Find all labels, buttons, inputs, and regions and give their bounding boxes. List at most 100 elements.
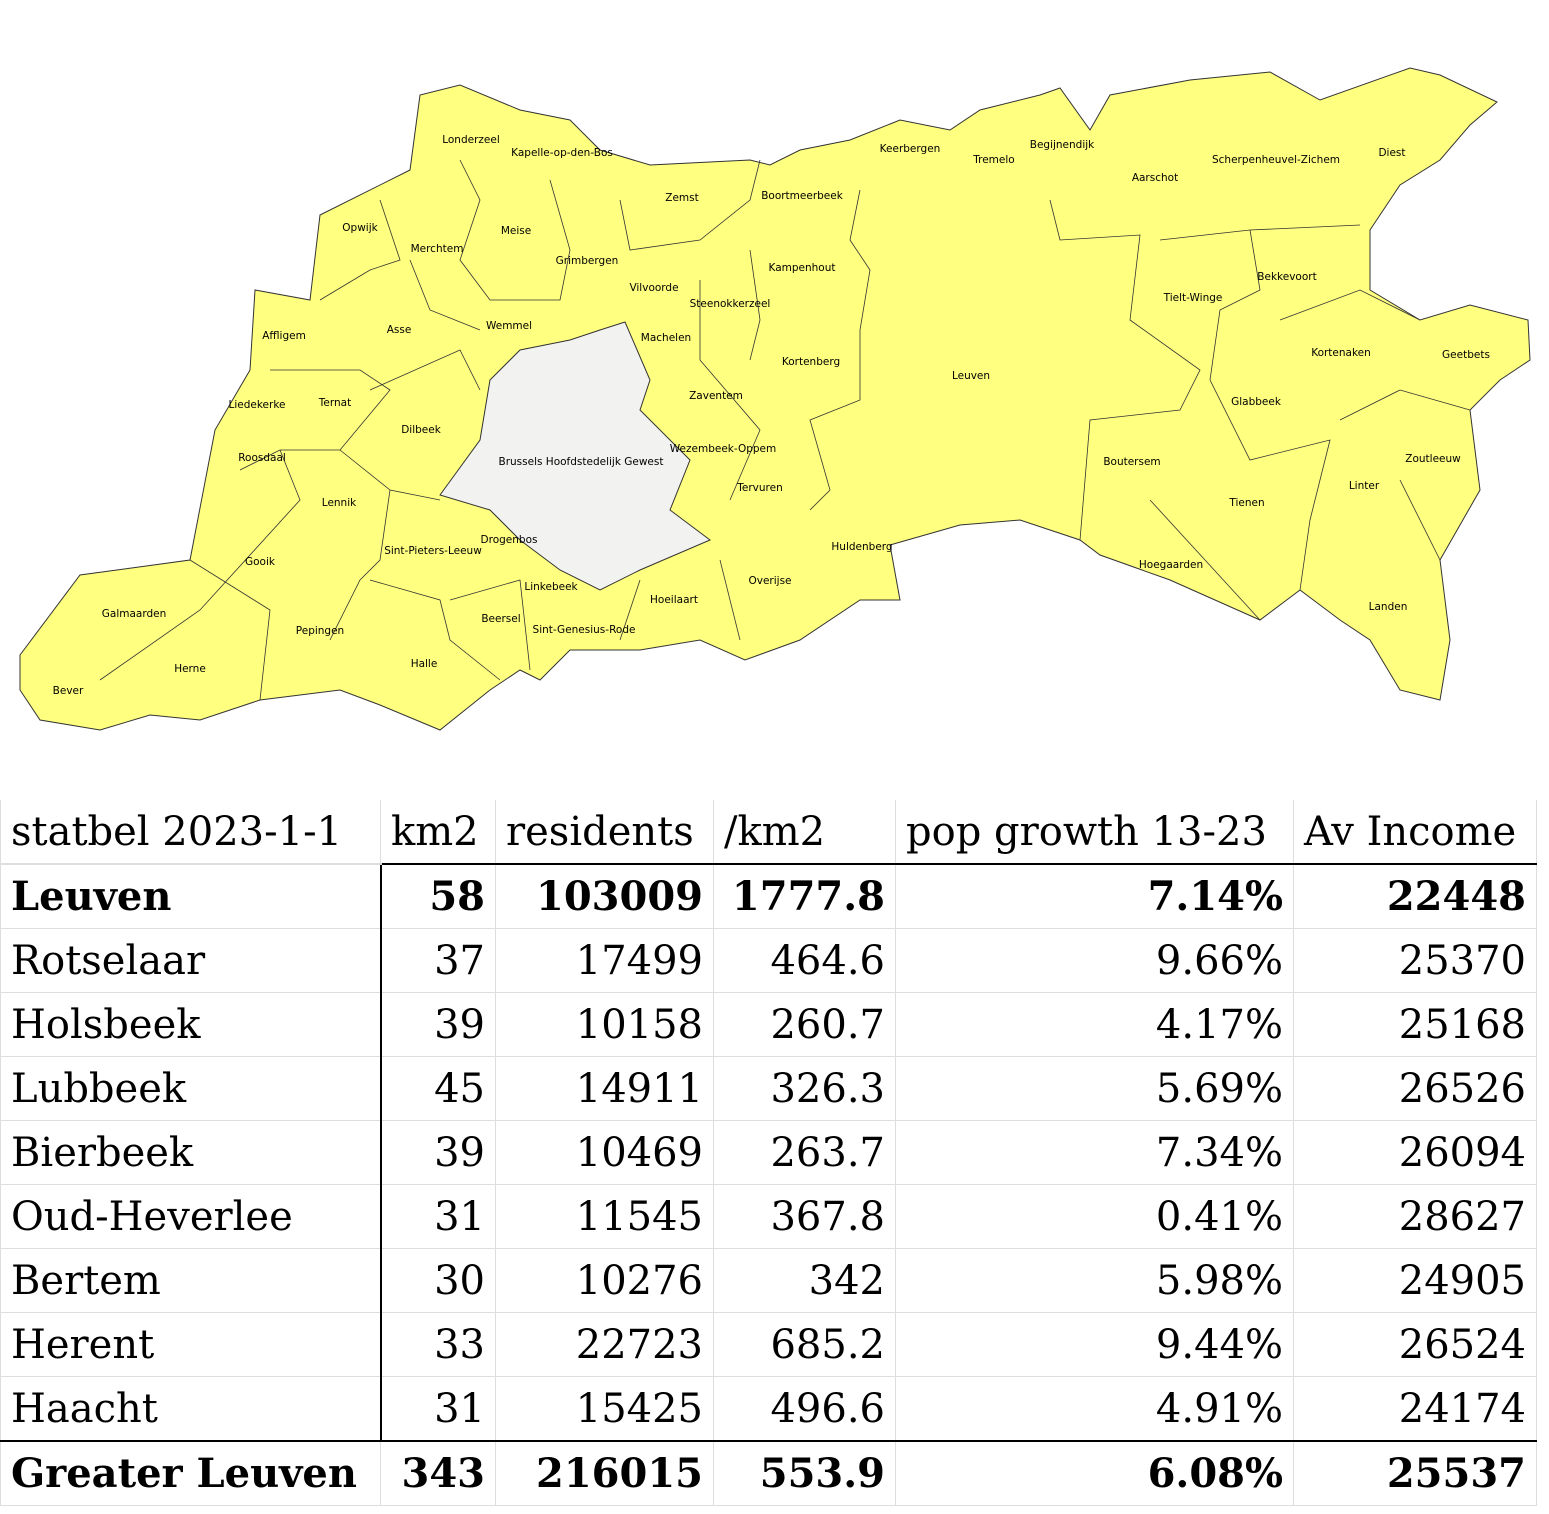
table-cell: 25168 [1293,992,1537,1057]
table-cell: 26526 [1293,1056,1537,1121]
table-cell: 22448 [1293,863,1537,929]
table-cell: 24905 [1293,1248,1537,1313]
table-cell: 22723 [495,1312,714,1377]
municipality-label: Brussels Hoofdstedelijk Gewest [499,456,664,468]
table-cell: 10276 [495,1248,714,1313]
municipality-label: Liedekerke [228,399,285,411]
municipality-label: Merchtem [411,243,464,255]
municipality-label: Geetbets [1442,349,1490,361]
municipality-label: Gooik [245,556,276,568]
municipality-label: Sint-Genesius-Rode [533,624,636,636]
table-cell: 25370 [1293,928,1537,993]
table-cell: 10469 [495,1120,714,1185]
table-row: Holsbeek 39 10158 260.7 4.17% 25168 [0,992,1537,1057]
table-body: statbel 2023-1-1 km2 residents/km2 pop grow… [0,800,1537,1506]
table-cell: 10158 [495,992,714,1057]
row-label: Leuven [0,863,381,929]
row-label: Bierbeek [0,1120,381,1185]
municipality-label: Drogenbos [481,534,538,546]
header-cell: /km2 [713,800,896,865]
table-cell: 553.9 [713,1440,896,1506]
table-cell: 31 [379,1184,496,1249]
table-cell: 6.08% [895,1440,1294,1506]
municipality-label: Hoeilaart [650,594,698,606]
table-cell: 103009 [495,863,714,929]
table-cell: 45 [379,1056,496,1121]
municipality-label: Lennik [322,497,357,509]
municipality-label: Landen [1369,601,1408,613]
municipality-label: Kampenhout [769,262,836,274]
municipality-label: Pepingen [296,625,344,637]
table-cell: 24174 [1293,1376,1537,1442]
municipality-label: Halle [411,658,438,670]
map: Londerzeel Kapelle-op-den-Bos Keerbergen Tr… [19,67,1531,731]
table-cell: 7.14% [895,863,1294,929]
table-cell: 39 [379,992,496,1057]
table-row: Herent 33 22723 685.2 9.44% 26524 [0,1312,1537,1377]
municipality-label: Keerbergen [880,143,941,155]
table-cell: 15425 [495,1376,714,1442]
table-row: Bertem 30 10276 342 5.98% 24905 [0,1248,1537,1313]
municipality-label: Zemst [665,192,698,204]
row-label: Holsbeek [0,992,381,1057]
header-cell: residents [495,800,714,865]
table-row: Haacht 31 15425 496.6 4.91% 24174 [0,1376,1537,1442]
municipality-label: Leuven [952,370,990,382]
table-cell: 58 [379,863,496,929]
municipality-label: Diest [1378,147,1405,159]
municipality-label: Boutersem [1103,456,1160,468]
header-cell: pop growth 13-23 [895,800,1294,865]
table-cell: 464.6 [713,928,896,993]
table-row: Rotselaar 37 17499 464.6 9.66% 25370 [0,928,1537,993]
statistics-table: statbel 2023-1-1 km2 residents/km2 pop grow… [0,800,1537,1506]
municipal-borders [99,159,1471,701]
table-row: Lubbeek 45 14911 326.3 5.69% 26526 [0,1056,1537,1121]
table-cell: 14911 [495,1056,714,1121]
table-cell: 30 [379,1248,496,1313]
row-label: Rotselaar [0,928,381,993]
municipality-label: Vilvoorde [629,282,678,294]
table-cell: 9.44% [895,1312,1294,1377]
table-cell: 5.69% [895,1056,1294,1121]
municipality-label: Tremelo [972,154,1014,166]
municipality-label: Linter [1349,480,1380,492]
municipality-label: Bekkevoort [1257,271,1316,283]
table-cell: 25537 [1293,1440,1537,1506]
municipality-label: Wezembeek-Oppem [670,443,776,455]
table-cell: 216015 [495,1440,714,1506]
municipality-label: Bever [53,685,84,697]
table-cell: 11545 [495,1184,714,1249]
brussels-region [439,321,711,591]
municipality-label: Hoegaarden [1139,559,1203,571]
municipality-label: Meise [501,225,531,237]
table-cell: 0.41% [895,1184,1294,1249]
municipality-label: Tervuren [736,482,782,494]
municipality-label: Opwijk [342,222,378,234]
municipality-label: Herne [174,663,206,675]
header-cell: Av Income [1293,800,1537,865]
municipality-label: Tielt-Winge [1163,292,1223,304]
province-outline [19,67,1531,731]
municipality-label: Glabbeek [1231,396,1282,408]
table-row: Bierbeek 39 10469 263.7 7.34% 26094 [0,1120,1537,1185]
municipality-label: Overijse [748,575,791,587]
municipality-label: Boortmeerbeek [761,190,844,202]
municipality-label: Ternat [318,397,351,409]
header-row: statbel 2023-1-1 km2 residents/km2 pop grow… [0,800,1537,865]
table-cell: 7.34% [895,1120,1294,1185]
municipality-label: Affligem [262,330,306,342]
table-cell: 26094 [1293,1120,1537,1185]
row-label: Haacht [0,1376,381,1442]
municipality-label: Londerzeel [442,134,500,146]
municipality-label: Huldenberg [831,541,892,553]
municipality-label: Sint-Pieters-Leeuw [384,545,482,557]
table-cell: 4.91% [895,1376,1294,1442]
table-cell: 342 [713,1248,896,1313]
municipality-label: Beersel [481,613,520,625]
municipality-label: Linkebeek [524,581,578,593]
municipality-label: Steenokkerzeel [690,298,771,310]
row-label: Oud-Heverlee [0,1184,381,1249]
municipality-label: Zaventem [689,390,743,402]
row-label: Greater Leuven [0,1440,381,1506]
